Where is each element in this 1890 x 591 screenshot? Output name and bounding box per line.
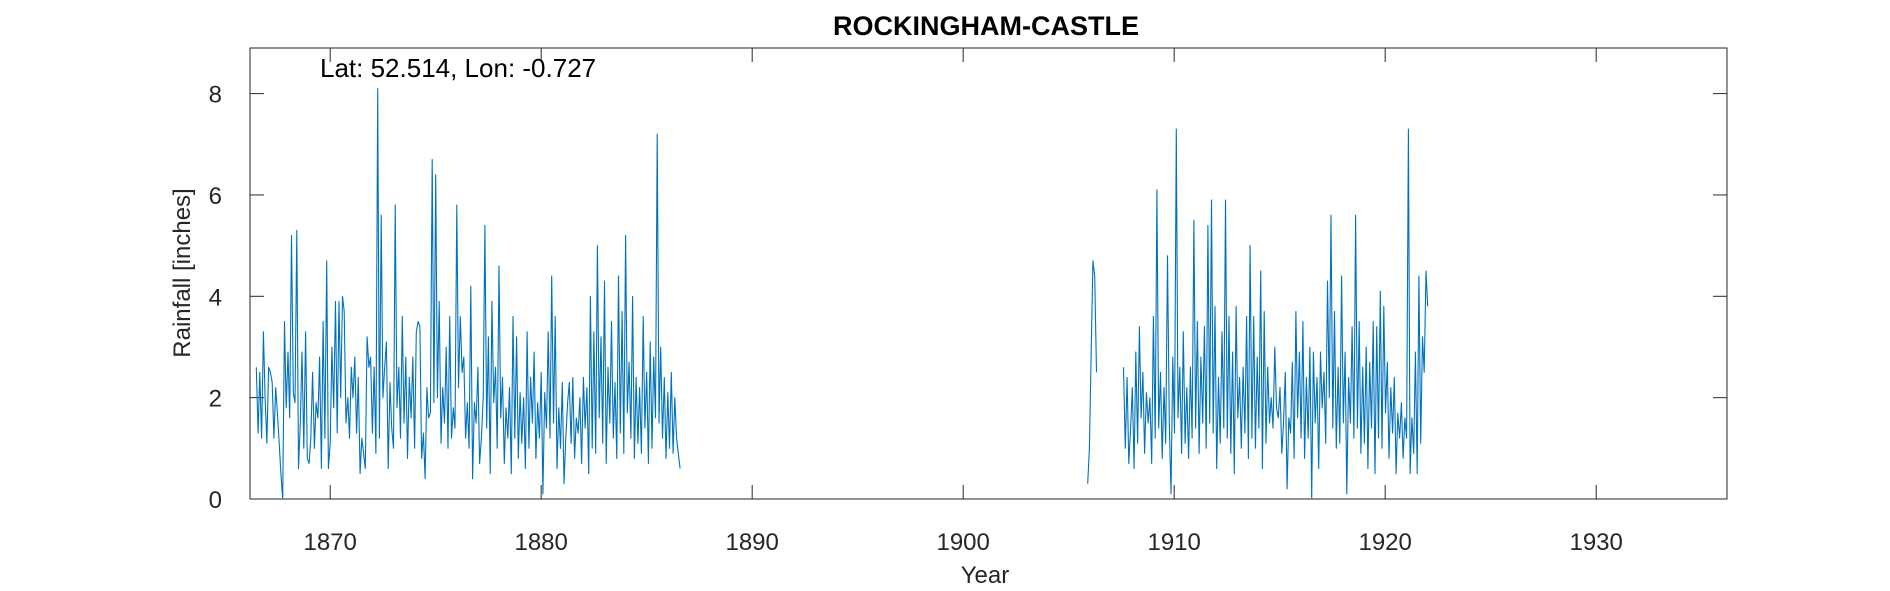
x-tick-label: 1900: [936, 529, 989, 556]
data-series: [255, 87, 1429, 500]
y-tick-label: 6: [209, 183, 222, 210]
rainfall-line-segment: [1087, 260, 1098, 484]
y-axis-label: Rainfall [inches]: [169, 188, 196, 357]
y-tick-label: 0: [209, 487, 222, 514]
location-annotation: Lat: 52.514, Lon: -0.727: [320, 53, 596, 83]
chart-title: ROCKINGHAM-CASTLE: [833, 11, 1139, 41]
axis-ticks: [250, 48, 1727, 500]
y-tick-label: 2: [209, 386, 222, 413]
x-tick-label: 1890: [725, 529, 778, 556]
rainfall-line-segment: [1122, 128, 1429, 500]
x-tick-label: 1930: [1569, 529, 1622, 556]
plot-area: [249, 47, 1728, 500]
x-tick-label: 1870: [303, 529, 356, 556]
y-tick-label: 8: [209, 82, 222, 109]
x-axis-label: Year: [961, 562, 1010, 589]
y-tick-label: 4: [209, 284, 222, 311]
x-tick-label: 1920: [1358, 529, 1411, 556]
x-tick-labels: 1870 1880 1890 1900 1910 1920 1930: [303, 529, 1622, 556]
x-tick-label: 1910: [1147, 529, 1200, 556]
y-tick-labels: 0 2 4 6 8: [209, 82, 222, 514]
rainfall-line-segment: [255, 87, 681, 500]
x-tick-label: 1880: [514, 529, 567, 556]
